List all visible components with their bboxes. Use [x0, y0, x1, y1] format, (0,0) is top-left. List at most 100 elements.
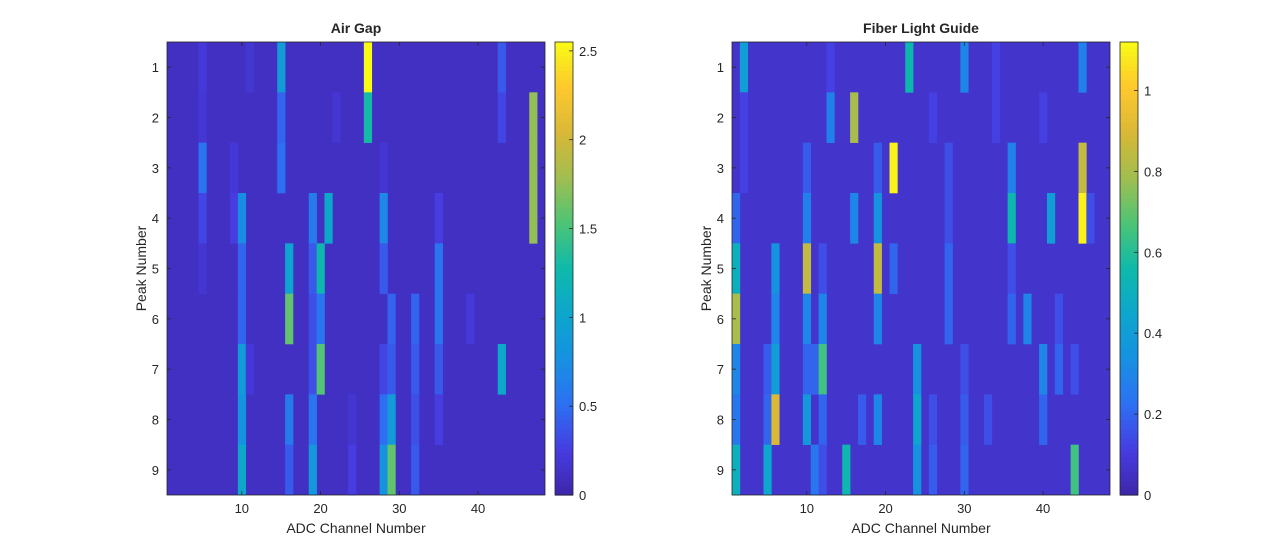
heatmap-cell [873, 243, 882, 294]
colorbar-segment [1120, 42, 1138, 48]
colorbar-segment [1120, 159, 1138, 166]
colorbar-segment [1120, 320, 1138, 326]
colorbar-segment [1120, 433, 1138, 439]
heatmap-cell [802, 394, 812, 445]
colorbar-segment [555, 159, 573, 166]
colorbar-segment [555, 65, 573, 71]
heatmap-cell [379, 344, 388, 395]
heatmap-cell [285, 243, 294, 294]
colorbar-segment [555, 414, 573, 421]
colorbar-segment [555, 211, 573, 218]
heatmap-cell [818, 394, 827, 445]
colorbar-segment [1120, 306, 1138, 312]
colorbar-segment [555, 155, 573, 161]
heatmap-cell [497, 344, 506, 395]
heatmap-cell [732, 394, 741, 445]
colorbar-segment [555, 268, 573, 274]
heatmap-cell [434, 344, 443, 395]
colorbar-segment [1120, 310, 1138, 317]
heatmap-cell [434, 293, 443, 345]
colorbar-segment [1120, 405, 1138, 411]
colorbar-segment [555, 334, 573, 340]
heatmap-cell [308, 344, 317, 395]
colorbar-segment [555, 377, 573, 383]
colorbar-segment [1120, 395, 1138, 402]
colorbar-segment [1120, 452, 1138, 458]
heatmap-cell [1070, 344, 1079, 395]
colorbar-segment [555, 410, 573, 416]
y-axis-label: Peak Number [133, 225, 149, 311]
colorbar-segment [555, 282, 573, 288]
heatmap-cell [1007, 193, 1016, 244]
colorbar-tick-label: 0.5 [579, 399, 597, 414]
heatmap-cell [1039, 394, 1048, 445]
colorbar-segment [555, 108, 573, 114]
colorbar-segment [555, 98, 573, 104]
colorbar-segment [555, 306, 573, 312]
x-tick-label: 10 [235, 501, 249, 516]
colorbar-segment [555, 183, 573, 189]
colorbar-segment [555, 70, 573, 76]
heatmap-cell [379, 394, 388, 445]
colorbar-segment [555, 150, 573, 156]
heatmap-cell [348, 394, 357, 445]
heatmap-cell [308, 444, 317, 496]
colorbar-segment [1120, 400, 1138, 406]
colorbar-segment [555, 471, 573, 477]
heatmap-cell [198, 42, 207, 93]
colorbar-segment [1120, 457, 1138, 463]
colorbar-tick-label: 1 [579, 310, 586, 325]
colorbar-segment [1120, 240, 1138, 246]
colorbar-segment [1120, 46, 1138, 53]
heatmap-cell [411, 444, 420, 496]
heatmap-cell [1039, 92, 1048, 143]
colorbar-segment [555, 428, 573, 435]
heatmap-cell [732, 444, 741, 496]
colorbar-segment [1120, 353, 1138, 359]
heatmap-cell [277, 42, 286, 93]
x-axis-label: ADC Channel Number [851, 520, 991, 536]
heatmap-cell [1078, 42, 1087, 93]
heatmap-cell [905, 42, 914, 93]
heatmap-cell [944, 293, 953, 345]
colorbar-segment [1120, 443, 1138, 449]
colorbar-segment [1120, 211, 1138, 218]
colorbar-segment [555, 263, 573, 270]
colorbar-segment [1120, 334, 1138, 340]
heatmap-cell [826, 92, 835, 143]
heatmap-cell [529, 142, 538, 194]
colorbar-tick-label: 1.5 [579, 222, 597, 237]
y-tick-label: 2 [717, 111, 724, 126]
colorbar-segment [555, 395, 573, 402]
colorbar-segment [555, 244, 573, 251]
heatmap-cell [850, 92, 859, 143]
heatmap-cell [818, 344, 827, 395]
colorbar-segment [555, 259, 573, 265]
colorbar-segment [1120, 325, 1138, 331]
heatmap-cell [913, 344, 922, 395]
colorbar-segment [555, 315, 573, 322]
colorbar-segment [555, 93, 573, 100]
y-tick-label: 5 [152, 262, 159, 277]
colorbar-segment [1120, 193, 1138, 199]
y-tick-label: 6 [152, 312, 159, 327]
colorbar-segment [555, 452, 573, 458]
colorbar-segment [1120, 65, 1138, 71]
colorbar-segment [555, 240, 573, 246]
heatmap-cell [818, 243, 827, 294]
y-tick-label: 1 [152, 60, 159, 75]
y-tick-label: 2 [152, 111, 159, 126]
colorbar-segment [1120, 461, 1138, 468]
colorbar-segment [555, 164, 573, 171]
colorbar-segment [1120, 296, 1138, 303]
chart-title: Fiber Light Guide [863, 20, 979, 36]
colorbar-segment [555, 84, 573, 90]
colorbar-segment [1120, 386, 1138, 392]
heatmap-cell [245, 42, 254, 93]
colorbar-segment [1120, 476, 1138, 482]
y-tick-label: 8 [717, 413, 724, 428]
colorbar-segment [555, 490, 573, 496]
y-tick-label: 9 [717, 463, 724, 478]
heatmap-cell [944, 193, 953, 244]
colorbar-segment [1120, 108, 1138, 114]
